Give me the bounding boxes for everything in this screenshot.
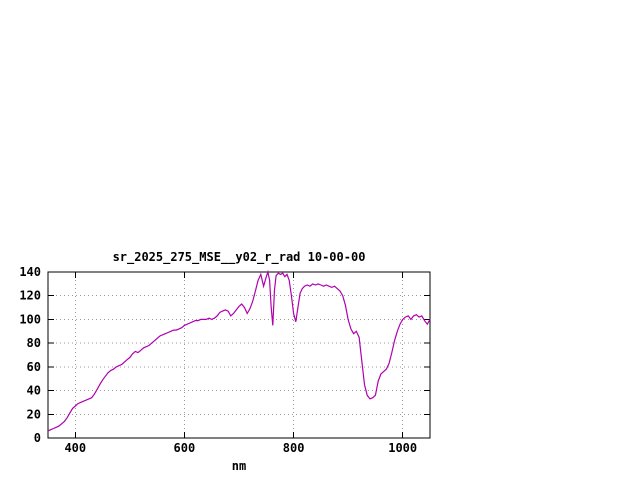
- y-tick-label: 80: [27, 336, 41, 350]
- chart-title: sr_2025_275_MSE__y02_r_rad 10-00-00: [112, 250, 366, 264]
- spectrum-line: [47, 269, 431, 432]
- x-axis-label: nm: [231, 459, 247, 473]
- y-tick-label: 60: [27, 360, 41, 374]
- x-tick-label: 800: [283, 441, 305, 455]
- plot-border: [47, 271, 431, 439]
- x-tick-label: 600: [174, 441, 196, 455]
- x-tick-label: 400: [64, 441, 86, 455]
- y-tick-label: 100: [19, 312, 41, 326]
- y-tick-label: 40: [27, 384, 41, 398]
- x-tick-label: 1000: [388, 441, 417, 455]
- y-tick-label: 20: [27, 407, 41, 421]
- y-tick-label: 120: [19, 289, 41, 303]
- y-tick-label: 0: [34, 431, 41, 445]
- y-tick-label: 140: [19, 265, 41, 279]
